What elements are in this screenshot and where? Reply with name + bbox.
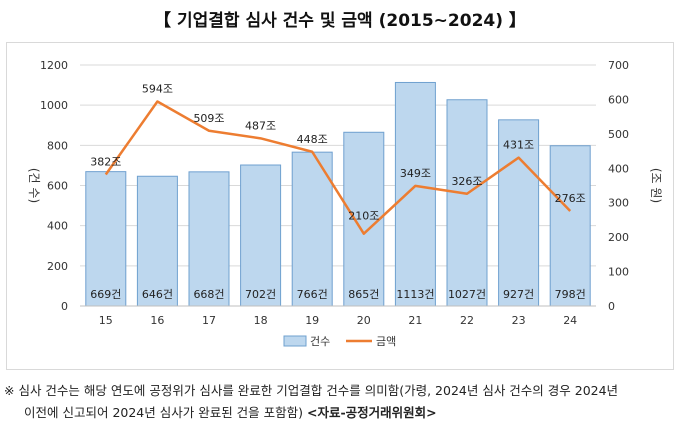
y-right-tick-label: 200 bbox=[608, 231, 629, 244]
y-right-tick-label: 400 bbox=[608, 162, 629, 175]
legend-bar-label: 건수 bbox=[310, 335, 330, 348]
y-right-tick-label: 600 bbox=[608, 93, 629, 106]
y-right-tick-label: 0 bbox=[608, 300, 615, 313]
footnote-line-1: ※ 심사 건수는 해당 연도에 공정위가 심사를 완료한 기업결합 건수를 의미… bbox=[4, 383, 619, 398]
bar-label-18: 702건 bbox=[245, 288, 276, 301]
amount-label-19: 448조 bbox=[297, 133, 328, 146]
y-right-axis-title: (조 원) bbox=[649, 168, 663, 203]
source-note: <자료-공정거래위원회> bbox=[307, 405, 437, 420]
amount-label-23: 431조 bbox=[503, 139, 534, 152]
chart-title: 【 기업결합 심사 건수 및 금액 (2015~2024) 】 bbox=[154, 11, 526, 31]
y-left-tick-label: 400 bbox=[47, 220, 68, 233]
y-left-tick-label: 1200 bbox=[40, 59, 68, 72]
bar-label-20: 865건 bbox=[348, 288, 379, 301]
x-tick-label: 17 bbox=[202, 314, 216, 327]
footnote-line-2: 이전에 신고되어 2024년 심사가 완료된 건을 포함함) <자료-공정거래위… bbox=[24, 402, 437, 424]
legend-bar-swatch bbox=[283, 335, 307, 347]
amount-label-22: 326조 bbox=[451, 175, 482, 188]
amount-label-24: 276조 bbox=[555, 192, 586, 205]
x-tick-label: 18 bbox=[254, 314, 268, 327]
amount-label-16: 594조 bbox=[142, 82, 173, 95]
amount-label-15: 382조 bbox=[90, 155, 121, 168]
bar-17 bbox=[188, 171, 230, 307]
bar-21 bbox=[394, 81, 436, 307]
bar-label-21: 1113건 bbox=[396, 288, 434, 301]
y-right-tick-label: 100 bbox=[608, 266, 629, 279]
bar-18 bbox=[240, 164, 282, 307]
amount-label-20: 210조 bbox=[348, 210, 379, 223]
y-right-tick-label: 300 bbox=[608, 197, 629, 210]
bar-label-15: 669건 bbox=[90, 288, 121, 301]
bar-label-22: 1027건 bbox=[448, 288, 486, 301]
x-tick-label: 24 bbox=[563, 314, 577, 327]
y-right-tick-label: 500 bbox=[608, 128, 629, 141]
y-left-tick-label: 800 bbox=[47, 139, 68, 152]
x-tick-label: 22 bbox=[460, 314, 474, 327]
bar-label-17: 668건 bbox=[193, 288, 224, 301]
y-left-tick-label: 0 bbox=[61, 300, 68, 313]
legend-line-label: 금액 bbox=[376, 335, 396, 348]
bar-15 bbox=[85, 171, 127, 307]
x-tick-label: 15 bbox=[99, 314, 113, 327]
y-left-axis-title: (건 수) bbox=[27, 168, 41, 203]
x-tick-label: 16 bbox=[150, 314, 164, 327]
y-right-tick-label: 700 bbox=[608, 59, 629, 72]
x-tick-label: 20 bbox=[357, 314, 371, 327]
amount-label-17: 509조 bbox=[193, 112, 224, 125]
bar-24 bbox=[549, 145, 591, 307]
y-left-tick-label: 600 bbox=[47, 180, 68, 193]
bar-23 bbox=[498, 119, 540, 307]
amount-label-18: 487조 bbox=[245, 119, 276, 132]
y-left-tick-label: 1000 bbox=[40, 99, 68, 112]
x-tick-label: 21 bbox=[408, 314, 422, 327]
bar-label-19: 766건 bbox=[297, 288, 328, 301]
bar-label-23: 927건 bbox=[503, 288, 534, 301]
y-left-tick-label: 200 bbox=[47, 260, 68, 273]
bar-22 bbox=[446, 99, 488, 307]
x-tick-label: 23 bbox=[512, 314, 526, 327]
x-tick-label: 19 bbox=[305, 314, 319, 327]
bar-16 bbox=[136, 175, 178, 307]
bar-label-16: 646건 bbox=[142, 288, 173, 301]
footnote-line-2-text: 이전에 신고되어 2024년 심사가 완료된 건을 포함함) bbox=[24, 405, 304, 420]
amount-label-21: 349조 bbox=[400, 167, 431, 180]
bar-label-24: 798건 bbox=[555, 288, 586, 301]
bar-19 bbox=[291, 151, 333, 307]
amount-line bbox=[104, 100, 572, 235]
